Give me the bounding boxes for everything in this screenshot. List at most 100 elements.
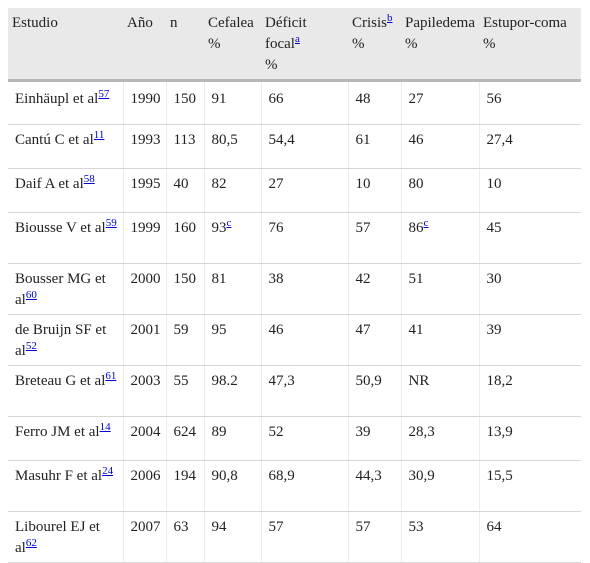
estupor-cell-value: 18,2 <box>486 373 513 389</box>
cefalea-cell-value: 90,8 <box>211 468 238 484</box>
data-table: Estudio Año n Cefalea% Déficit focala% Crisis… <box>8 8 581 563</box>
deficit-cell-value: 27 <box>268 176 284 192</box>
cefalea-cell: 90,8 <box>204 460 262 512</box>
deficit-cell: 66 <box>261 80 349 125</box>
footnote-link[interactable]: b <box>387 12 393 24</box>
table-header: Estudio Año n Cefalea% Déficit focala% Crisis… <box>8 8 581 82</box>
year-cell-value: 1995 <box>130 176 161 192</box>
crisis-cell: 61 <box>348 124 402 169</box>
reference-link[interactable]: 58 <box>83 173 95 185</box>
crisis-cell: 42 <box>348 263 402 315</box>
study-cell: Masuhr F et al24 <box>8 460 124 512</box>
study-cell: Einhäupl et al57 <box>8 80 124 125</box>
crisis-cell: 39 <box>348 416 402 461</box>
reference-link[interactable]: 59 <box>105 217 117 229</box>
column-header-unit: % <box>352 36 365 52</box>
reference-link[interactable]: 14 <box>99 421 111 433</box>
n-cell: 624 <box>166 416 205 461</box>
year-cell-value: 2007 <box>130 519 161 535</box>
estupor-cell-value: 45 <box>486 220 502 236</box>
column-header: Papiledema% <box>401 8 479 82</box>
reference-link[interactable]: 62 <box>25 537 37 549</box>
estupor-cell: 39 <box>479 314 581 366</box>
study-name: Cantú C et al <box>15 132 94 148</box>
cefalea-cell-value: 93 <box>211 220 227 236</box>
papiledema-cell-value: NR <box>408 373 430 389</box>
year-cell: 1999 <box>123 212 167 264</box>
estupor-cell-value: 10 <box>486 176 502 192</box>
reference-link[interactable]: 52 <box>25 340 37 352</box>
year-cell-value: 2003 <box>130 373 161 389</box>
estupor-cell-value: 13,9 <box>486 424 513 440</box>
estupor-cell: 45 <box>479 212 581 264</box>
estupor-cell: 18,2 <box>479 365 581 417</box>
year-cell-value: 1990 <box>130 91 161 107</box>
reference-link[interactable]: 11 <box>93 129 105 141</box>
n-cell-value: 194 <box>173 468 197 484</box>
column-header: Cefalea% <box>204 8 261 82</box>
footnote-link[interactable]: c <box>423 217 429 229</box>
crisis-cell-value: 61 <box>355 132 371 148</box>
header-row: Estudio Año n Cefalea% Déficit focala% Crisis… <box>8 8 581 82</box>
table-row: Cantú C et al11 1993 113 80,5 54,4 61 46 27,4 <box>8 124 581 169</box>
study-cell: Daif A et al58 <box>8 168 124 213</box>
estupor-cell: 64 <box>479 511 581 563</box>
deficit-cell: 47,3 <box>261 365 349 417</box>
n-cell-value: 150 <box>173 271 197 287</box>
deficit-cell: 27 <box>261 168 349 213</box>
cefalea-cell: 98.2 <box>204 365 262 417</box>
year-cell: 1993 <box>123 124 167 169</box>
study-cell: Cantú C et al11 <box>8 124 124 169</box>
reference-link[interactable]: 24 <box>102 465 114 477</box>
n-cell: 113 <box>166 124 205 169</box>
papiledema-cell-value: 27 <box>408 91 424 107</box>
deficit-cell-value: 38 <box>268 271 284 287</box>
cefalea-cell-value: 94 <box>211 519 227 535</box>
cefalea-cell: 93c <box>204 212 262 264</box>
n-cell: 150 <box>166 80 205 125</box>
estupor-cell-value: 39 <box>486 322 502 338</box>
cefalea-cell: 89 <box>204 416 262 461</box>
year-cell: 2006 <box>123 460 167 512</box>
cefalea-cell-value: 89 <box>211 424 227 440</box>
table-row: Bousser MG et al60 2000 150 81 38 42 51 30 <box>8 263 581 315</box>
estupor-cell-value: 15,5 <box>486 468 513 484</box>
year-cell-value: 2004 <box>130 424 161 440</box>
deficit-cell: 52 <box>261 416 349 461</box>
reference-link[interactable]: 60 <box>25 289 37 301</box>
study-cell: Bousser MG et al60 <box>8 263 124 315</box>
deficit-cell-value: 57 <box>268 519 284 535</box>
papiledema-cell: 41 <box>401 314 480 366</box>
column-header-label: Estupor-coma <box>483 15 567 31</box>
study-cell: Breteau G et al61 <box>8 365 124 417</box>
column-header: Estupor-coma% <box>479 8 581 82</box>
estupor-cell: 15,5 <box>479 460 581 512</box>
crisis-cell-value: 39 <box>355 424 371 440</box>
reference-link[interactable]: 57 <box>98 88 110 100</box>
table-row: Biousse V et al59 1999 160 93c 76 57 86c 45 <box>8 212 581 264</box>
table-row: Ferro JM et al14 2004 624 89 52 39 28,3 13,9 <box>8 416 581 461</box>
cefalea-cell-value: 80,5 <box>211 132 238 148</box>
deficit-cell-value: 54,4 <box>268 132 295 148</box>
column-header: Estudio <box>8 8 123 82</box>
crisis-cell: 47 <box>348 314 402 366</box>
deficit-cell-value: 47,3 <box>268 373 295 389</box>
papiledema-cell: 30,9 <box>401 460 480 512</box>
n-cell: 40 <box>166 168 205 213</box>
study-name: Einhäupl et al <box>15 91 99 107</box>
table-row: Einhäupl et al57 1990 150 91 66 48 27 56 <box>8 80 581 125</box>
papiledema-cell-value: 41 <box>408 322 424 338</box>
n-cell-value: 63 <box>173 519 189 535</box>
footnote-link[interactable]: a <box>294 33 300 45</box>
crisis-cell-value: 42 <box>355 271 371 287</box>
reference-link[interactable]: 61 <box>105 370 117 382</box>
column-header: Crisisb% <box>348 8 401 82</box>
cefalea-cell: 80,5 <box>204 124 262 169</box>
year-cell: 2003 <box>123 365 167 417</box>
column-header-label: Papiledema <box>405 15 475 31</box>
cefalea-cell: 81 <box>204 263 262 315</box>
estupor-cell: 56 <box>479 80 581 125</box>
footnote-link[interactable]: c <box>226 217 232 229</box>
estupor-cell-value: 56 <box>486 91 502 107</box>
papiledema-cell: 86c <box>401 212 480 264</box>
